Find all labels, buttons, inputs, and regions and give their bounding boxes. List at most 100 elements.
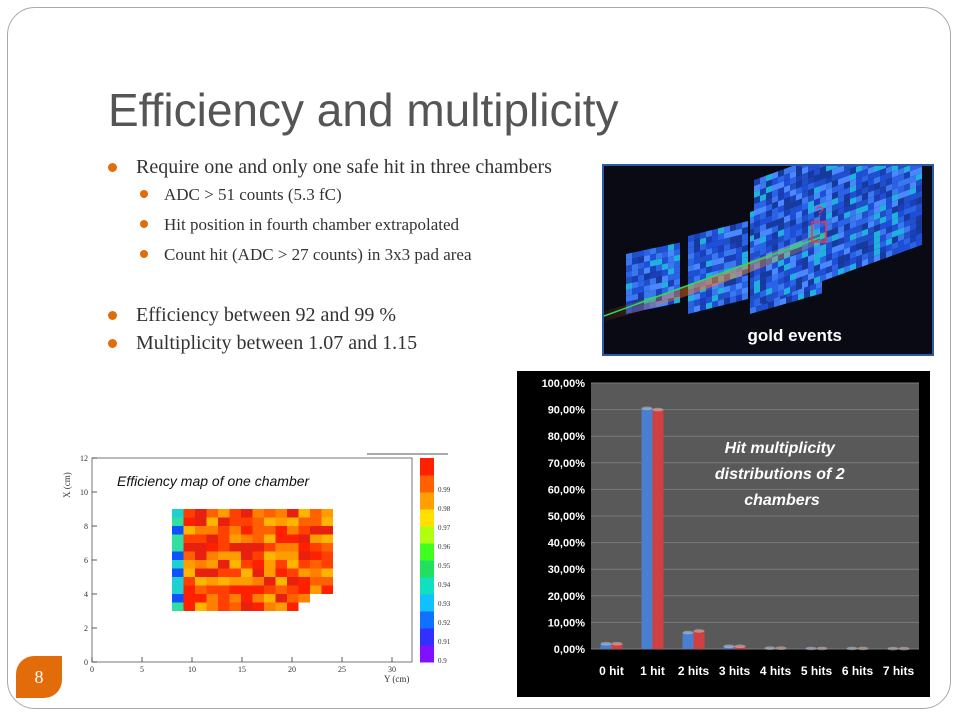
detector-pad: [790, 188, 796, 197]
detector-pad: [898, 179, 904, 188]
efficiency-cell: [172, 577, 184, 586]
chart-bar-cap: [898, 646, 910, 651]
detector-pad: [816, 281, 822, 290]
detector-pad: [802, 214, 808, 223]
detector-pad: [814, 251, 820, 261]
chart-bar-cap: [611, 641, 623, 646]
detector-pad: [874, 236, 880, 245]
detector-pad: [802, 274, 808, 283]
detector-pad: [880, 166, 886, 171]
efficiency-cell: [229, 526, 241, 535]
chart-bar: [600, 643, 612, 649]
scale-tick-label: 0.91: [438, 638, 451, 646]
detector-pad: [910, 175, 916, 184]
detector-pad: [820, 189, 826, 198]
scale-tick-label: 0.94: [438, 581, 451, 589]
detector-pad: [862, 174, 868, 183]
chart-bar-cap: [652, 407, 664, 412]
detector-pad: [730, 236, 736, 244]
detector-pad: [844, 205, 850, 214]
detector-pad: [856, 194, 862, 203]
y-tick-label: 70,00%: [548, 458, 586, 470]
detector-pad: [656, 270, 662, 278]
efficiency-cell: [241, 560, 253, 569]
detector-pad: [736, 234, 742, 243]
efficiency-cell: [252, 517, 264, 526]
detector-pad: [868, 256, 874, 265]
detector-pad: [916, 202, 922, 212]
detector-pad: [766, 281, 772, 290]
efficiency-cell: [252, 585, 264, 594]
detector-pad: [790, 206, 796, 215]
efficiency-cell: [218, 594, 230, 603]
detector-pad: [760, 229, 766, 238]
detector-pad: [808, 278, 814, 287]
detector-pad: [862, 222, 868, 231]
detector-pad: [832, 239, 838, 248]
detector-pad: [784, 202, 790, 212]
efficiency-cell: [229, 509, 241, 518]
detector-pad: [838, 219, 844, 228]
efficiency-cell: [298, 526, 310, 535]
efficiency-color-scale: 0.9 0.91 0.92 0.93 0.94 0.95 0.96 0.97 0.98 0.99: [420, 458, 451, 665]
efficiency-cell: [183, 594, 195, 603]
detector-pad: [844, 259, 850, 268]
detector-pad: [718, 251, 724, 259]
detector-pad: [766, 233, 772, 242]
detector-pad: [838, 213, 844, 222]
detector-pad: [784, 232, 790, 242]
detector-pad: [756, 304, 762, 313]
detector-pad: [778, 277, 784, 286]
efficiency-cell: [287, 560, 299, 569]
detector-pad: [778, 181, 784, 190]
detector-pad: [694, 299, 700, 307]
detector-pad: [808, 188, 814, 197]
detector-pad: [784, 256, 790, 266]
detector-pad: [820, 243, 826, 252]
detector-pad: [886, 225, 892, 234]
detector-pad: [904, 231, 910, 240]
efficiency-cell: [195, 568, 207, 577]
detector-pad: [832, 209, 838, 218]
detector-pad: [796, 168, 802, 177]
detector-pad: [730, 254, 736, 262]
detector-pad: [706, 230, 712, 238]
detector-pad: [808, 266, 814, 275]
efficiency-cell: [195, 551, 207, 560]
detector-pad: [626, 270, 632, 278]
detector-pad: [632, 287, 638, 295]
detector-pad: [892, 241, 898, 250]
efficiency-cell: [218, 568, 230, 577]
detector-pad: [668, 279, 674, 288]
efficiency-cell: [206, 543, 218, 552]
detector-pad: [742, 275, 748, 283]
detector-pad: [790, 278, 796, 287]
efficiency-cell: [206, 517, 218, 526]
efficiency-cell: [264, 551, 276, 560]
detector-pad: [820, 267, 826, 276]
efficiency-cell: [298, 594, 310, 603]
efficiency-cell: [241, 509, 253, 518]
detector-pad: [856, 230, 862, 239]
efficiency-cell: [183, 560, 195, 569]
chart-bar-cap: [682, 630, 694, 635]
detector-pad: [688, 264, 694, 272]
scale-tick-label: 0.96: [438, 543, 451, 551]
scale-tick-label: 0.92: [438, 619, 451, 627]
detector-pad: [886, 183, 892, 192]
detector-pad: [778, 193, 784, 202]
scale-tick-label: 0.93: [438, 600, 451, 608]
detector-pad: [766, 239, 772, 248]
detector-pad: [862, 234, 868, 243]
detector-pad: [790, 166, 796, 173]
detector-pad: [850, 190, 856, 200]
detector-pad: [904, 195, 910, 204]
detector-pad: [772, 285, 778, 294]
detector-plane: [688, 221, 748, 314]
detector-pad: [880, 215, 886, 225]
detector-pad: [826, 205, 832, 214]
efficiency-cell: [252, 509, 264, 518]
detector-pad: [820, 207, 826, 216]
efficiency-cell: [275, 568, 287, 577]
detector-pad: [892, 205, 898, 214]
